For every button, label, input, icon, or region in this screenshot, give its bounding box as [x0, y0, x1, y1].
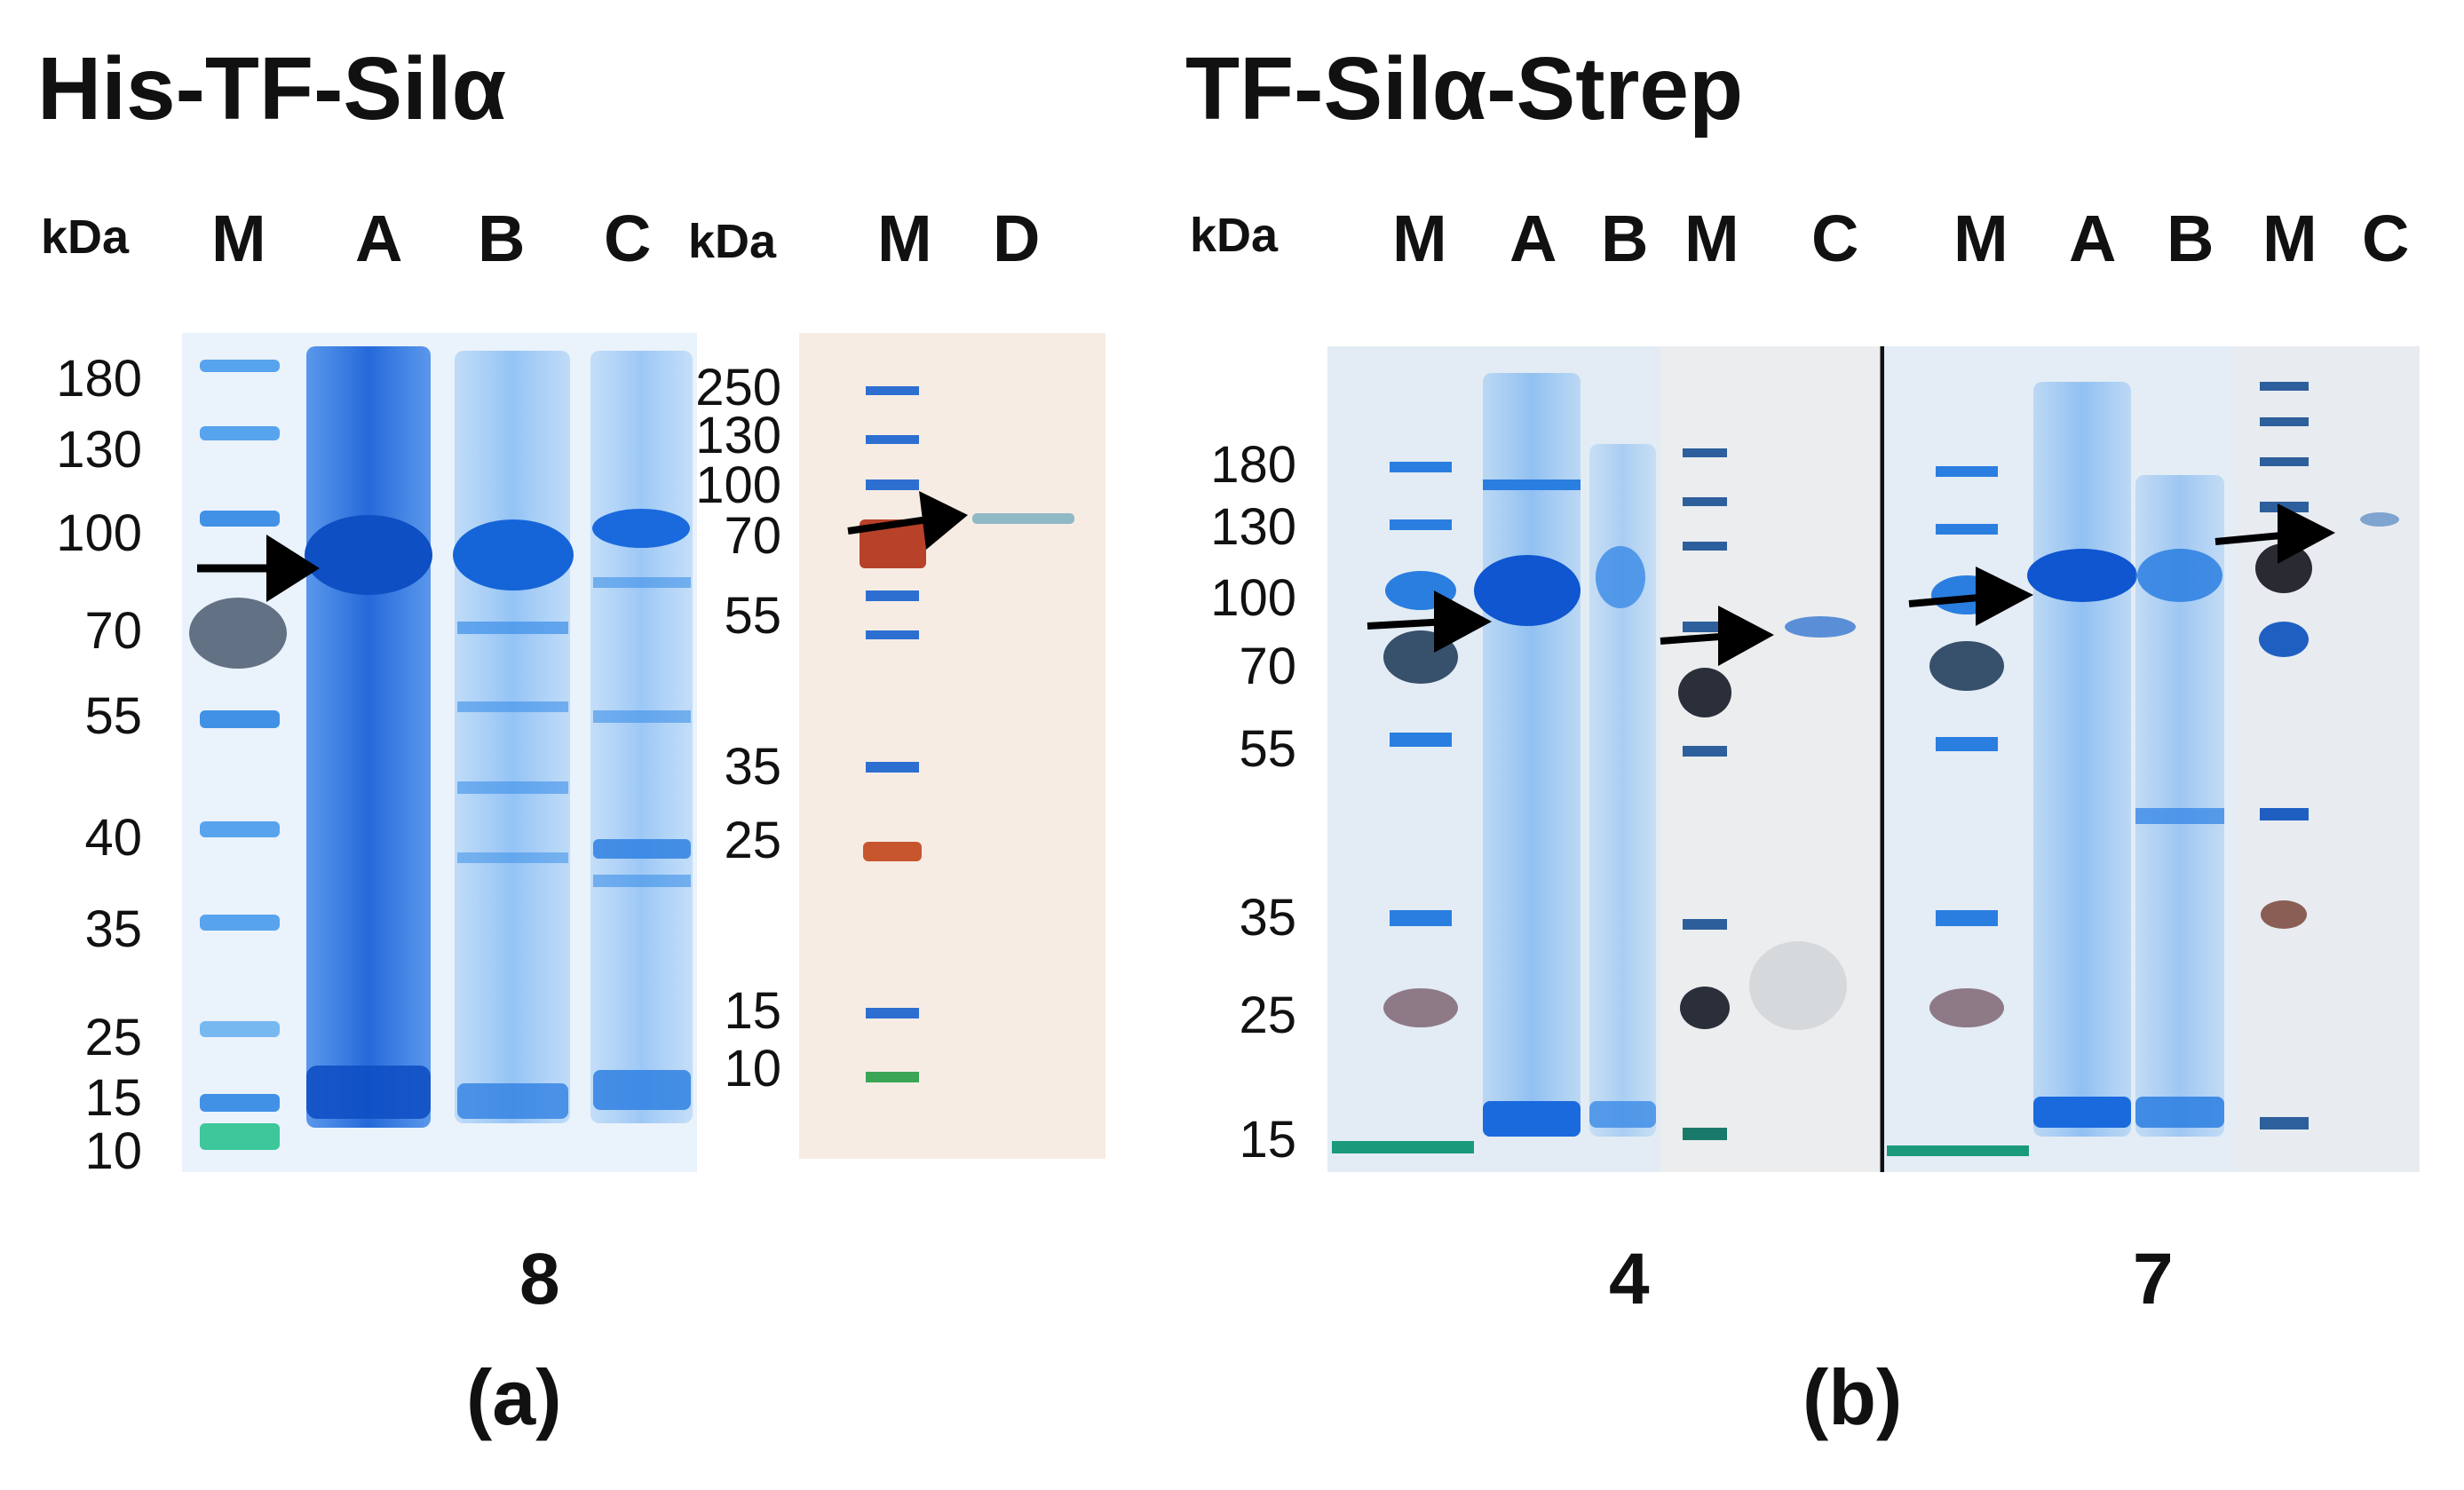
- arrow-icon: [197, 535, 320, 602]
- gel-b-g1-membrane-marker: [1678, 448, 1731, 1140]
- mw-label: 130: [1210, 498, 1296, 556]
- gel-a-sds: [182, 333, 697, 1172]
- mw-label: 25: [724, 812, 781, 869]
- mw-label: 180: [56, 350, 142, 408]
- panel-a-title: His-TF-Silα: [37, 39, 507, 139]
- membrane-smudge: [1749, 941, 1847, 1030]
- panel-b-lane-A: A: [1509, 202, 1557, 275]
- panel-b-number-1: 4: [1609, 1239, 1650, 1320]
- panel-b-number-2: 7: [2133, 1239, 2174, 1320]
- panel-a-label: (a): [466, 1353, 562, 1441]
- panel-b-lane-M2: M: [1684, 202, 1739, 275]
- mw-label: 100: [1210, 569, 1296, 627]
- gel-a-lane-C: [590, 351, 693, 1123]
- mw-label: 55: [724, 587, 781, 645]
- gel-a-membrane: [799, 333, 1105, 1159]
- gel-a-lane-B: [453, 351, 574, 1123]
- mw-label: 55: [1239, 720, 1296, 778]
- panel-b-kda-label: kDa: [1190, 209, 1279, 262]
- mw-label: 70: [1239, 638, 1296, 695]
- panel-b-lane-M: M: [1392, 202, 1447, 275]
- mw-label: 70: [724, 507, 781, 565]
- mw-label: 250: [695, 359, 781, 416]
- gel-b-g1-membrane-band-C: [1785, 616, 1856, 638]
- mw-label: 55: [84, 687, 142, 745]
- panel-b-lane-B: B: [1601, 202, 1649, 275]
- panel-a-number: 8: [519, 1239, 560, 1320]
- mw-label: 130: [695, 407, 781, 464]
- mw-label: 15: [84, 1069, 142, 1127]
- mw-label: 35: [1239, 889, 1296, 947]
- arrow-icon: [847, 491, 968, 550]
- gel-b-g2-lane-B: [2135, 475, 2224, 1137]
- mw-label: 70: [84, 602, 142, 660]
- panel-a-kda-label-2: kDa: [688, 215, 777, 268]
- mw-label: 10: [724, 1040, 781, 1098]
- mw-label: 10: [84, 1122, 142, 1180]
- panel-b-title: TF-Silα-Strep: [1185, 39, 1744, 139]
- panel-b-lane-M3: M: [1953, 202, 2008, 275]
- mw-label: 15: [1239, 1111, 1296, 1169]
- panel-b-lane-A2: A: [2069, 202, 2117, 275]
- mw-label: 100: [695, 456, 781, 514]
- panel-b-label: (b): [1802, 1353, 1903, 1441]
- panel-a-lane-B: B: [478, 202, 526, 275]
- mw-label: 35: [84, 900, 142, 958]
- gel-a-marker-lane: [189, 360, 287, 1150]
- panel-a-lane-D: D: [993, 202, 1041, 275]
- mw-label: 15: [724, 982, 781, 1040]
- membrane-marker-lane: [860, 386, 926, 1082]
- panel-a-lane-A: A: [355, 202, 403, 275]
- arrow-icon: [2214, 503, 2335, 564]
- mw-label: 25: [1239, 987, 1296, 1044]
- panel-b-lane-C2: C: [2362, 202, 2410, 275]
- gel-a-lane-A: [305, 346, 432, 1128]
- arrow-icon: [1367, 590, 1492, 653]
- mw-label: 130: [56, 421, 142, 479]
- membrane-band-D: [972, 513, 1074, 524]
- mw-label: 25: [84, 1009, 142, 1066]
- gel-b-g2-membrane-band-C: [2360, 512, 2399, 527]
- panel-a-kda-label-1: kDa: [41, 210, 130, 264]
- panel-a-lane-C: C: [604, 202, 652, 275]
- gel-b: [1327, 346, 2420, 1172]
- arrow-icon: [1660, 606, 1774, 666]
- gel-b-g1-lane-B: [1589, 444, 1656, 1137]
- panel-a-lane-M2: M: [877, 202, 932, 275]
- mw-label: 35: [724, 738, 781, 796]
- arrow-icon: [1908, 567, 2033, 626]
- panel-b-lane-C: C: [1811, 202, 1859, 275]
- panel-b-lane-B2: B: [2167, 202, 2214, 275]
- mw-label: 40: [84, 809, 142, 867]
- mw-label: 100: [56, 504, 142, 562]
- panel-b-lane-M4: M: [2262, 202, 2317, 275]
- mw-label: 180: [1210, 436, 1296, 494]
- gel-b-g1-lane-A: [1474, 373, 1581, 1137]
- panel-a-lane-M: M: [211, 202, 266, 275]
- gel-b-g2-lane-A: [2027, 382, 2137, 1137]
